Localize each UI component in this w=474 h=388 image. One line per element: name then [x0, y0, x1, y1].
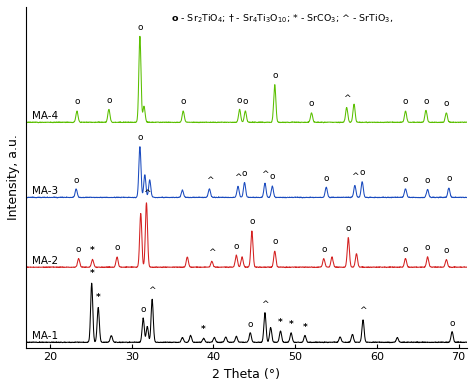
Text: o: o — [242, 169, 247, 178]
Text: o: o — [247, 320, 253, 329]
Text: o: o — [423, 97, 428, 106]
Text: *: * — [90, 246, 95, 255]
Text: o: o — [137, 23, 143, 32]
Text: o: o — [237, 96, 242, 105]
Text: o: o — [73, 175, 79, 185]
Text: o: o — [403, 97, 408, 106]
Text: *: * — [89, 269, 94, 278]
Text: ^: ^ — [261, 300, 269, 309]
Text: o: o — [249, 217, 255, 226]
Text: o: o — [309, 99, 314, 108]
Text: o: o — [323, 174, 329, 183]
Text: o: o — [76, 245, 82, 254]
Text: *: * — [278, 318, 283, 327]
Text: o: o — [446, 175, 452, 184]
Text: o: o — [140, 305, 146, 314]
Text: o: o — [403, 245, 408, 254]
Text: o: o — [449, 319, 455, 327]
Text: MA-1: MA-1 — [32, 331, 58, 341]
Text: o: o — [444, 99, 449, 108]
Text: o: o — [425, 243, 430, 253]
Text: MA-4: MA-4 — [32, 111, 58, 121]
Text: ^: ^ — [261, 170, 269, 179]
Text: ^: ^ — [234, 173, 242, 182]
Text: *: * — [201, 325, 206, 334]
Text: o: o — [359, 168, 365, 177]
Text: o: o — [425, 175, 430, 185]
Text: ^: ^ — [359, 307, 367, 315]
Text: MA-3: MA-3 — [32, 186, 58, 196]
Text: o: o — [403, 175, 408, 184]
Text: o: o — [272, 237, 277, 246]
Y-axis label: Intensity, a.u.: Intensity, a.u. — [7, 134, 20, 220]
Text: o: o — [346, 224, 351, 233]
Text: ^: ^ — [206, 175, 213, 185]
Text: o: o — [270, 172, 275, 181]
Text: o: o — [272, 71, 277, 80]
Text: $\mathbf{o}$ - Sr$_2$TiO$_4$; $\dagger$ - Sr$_4$Ti$_3$O$_{10}$; * - SrCO$_3$; ^ : $\mathbf{o}$ - Sr$_2$TiO$_4$; $\dagger$ … — [171, 12, 393, 24]
Text: ^: ^ — [148, 286, 156, 295]
Text: ^: ^ — [143, 189, 150, 198]
X-axis label: 2 Theta (°): 2 Theta (°) — [212, 368, 280, 381]
Text: *: * — [289, 320, 293, 329]
Text: o: o — [106, 96, 111, 105]
Text: ^: ^ — [208, 248, 216, 257]
Text: o: o — [114, 243, 120, 253]
Text: *: * — [96, 293, 100, 302]
Text: ^: ^ — [351, 172, 359, 181]
Text: o: o — [444, 246, 449, 255]
Text: *: * — [302, 322, 307, 331]
Text: o: o — [137, 133, 143, 142]
Text: o: o — [181, 97, 186, 106]
Text: o: o — [234, 241, 239, 251]
Text: ^: ^ — [343, 94, 350, 103]
Text: o: o — [321, 245, 327, 254]
Text: o: o — [74, 97, 80, 106]
Text: MA-2: MA-2 — [32, 256, 58, 266]
Text: o: o — [243, 97, 248, 106]
